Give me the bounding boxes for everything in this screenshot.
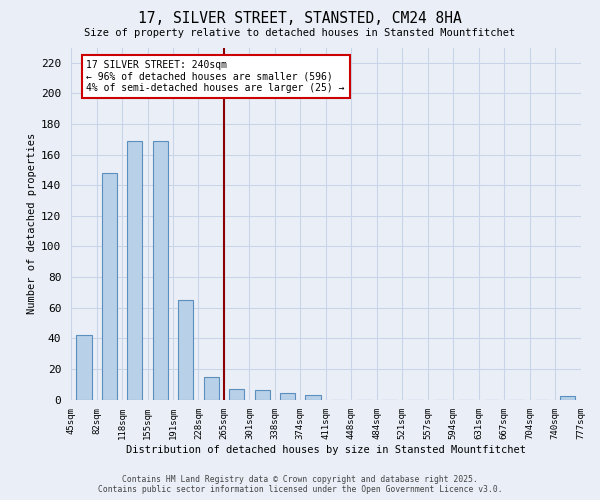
X-axis label: Distribution of detached houses by size in Stansted Mountfitchet: Distribution of detached houses by size … bbox=[126, 445, 526, 455]
Bar bbox=[203, 376, 219, 400]
Bar bbox=[305, 395, 321, 400]
Bar bbox=[127, 141, 142, 400]
Y-axis label: Number of detached properties: Number of detached properties bbox=[27, 133, 37, 314]
Text: Contains HM Land Registry data © Crown copyright and database right 2025.
Contai: Contains HM Land Registry data © Crown c… bbox=[98, 474, 502, 494]
Bar bbox=[229, 389, 244, 400]
Bar bbox=[102, 173, 117, 400]
Bar bbox=[280, 394, 295, 400]
Text: 17, SILVER STREET, STANSTED, CM24 8HA: 17, SILVER STREET, STANSTED, CM24 8HA bbox=[138, 11, 462, 26]
Text: Size of property relative to detached houses in Stansted Mountfitchet: Size of property relative to detached ho… bbox=[85, 28, 515, 38]
Bar bbox=[76, 336, 92, 400]
Bar bbox=[560, 396, 575, 400]
Bar bbox=[152, 141, 168, 400]
Text: 17 SILVER STREET: 240sqm
← 96% of detached houses are smaller (596)
4% of semi-d: 17 SILVER STREET: 240sqm ← 96% of detach… bbox=[86, 60, 345, 93]
Bar bbox=[254, 390, 270, 400]
Bar bbox=[178, 300, 193, 400]
